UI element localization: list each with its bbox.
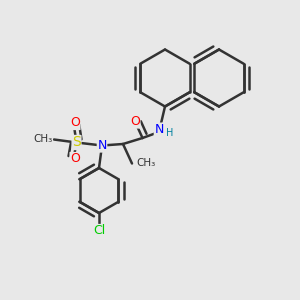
Text: N: N (97, 139, 107, 152)
Text: Cl: Cl (93, 224, 105, 238)
Text: N: N (154, 123, 164, 136)
Text: H: H (166, 128, 173, 138)
Text: O: O (70, 116, 80, 130)
Text: O: O (70, 152, 80, 166)
Text: CH₃: CH₃ (136, 158, 156, 169)
Text: O: O (130, 115, 140, 128)
Text: S: S (72, 136, 81, 149)
Text: CH₃: CH₃ (33, 134, 52, 145)
